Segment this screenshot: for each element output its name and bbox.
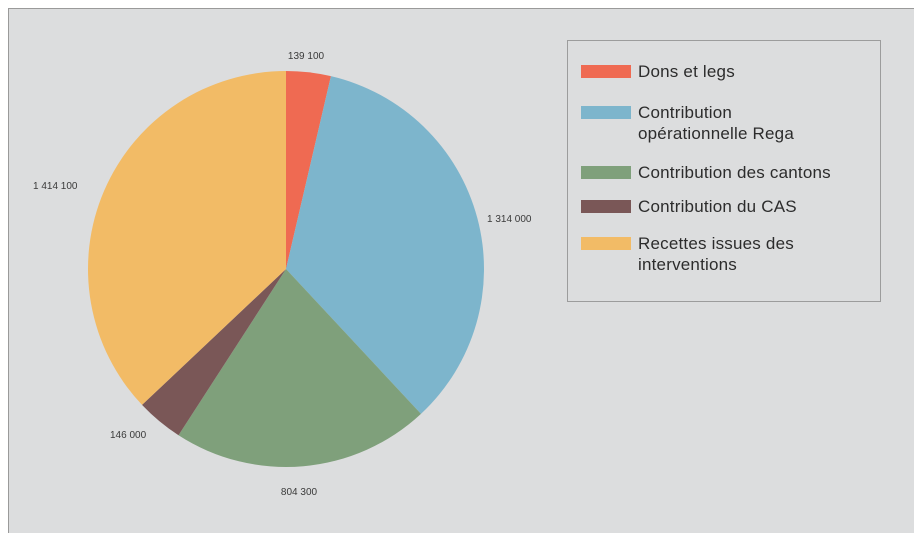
- pie-value-label-contribution-des-cantons: 804 300: [281, 487, 318, 498]
- pie-value-label-recettes-issues-des-interventions: 1 414 100: [33, 181, 78, 192]
- pie-value-label-contribution-du-cas: 146 000: [110, 430, 147, 441]
- legend-label: Contribution des cantons: [638, 163, 831, 182]
- pie-value-label-dons-et-legs: 139 100: [288, 51, 325, 62]
- legend-label: Contribution opérationnelle Rega: [638, 103, 794, 143]
- pie-slice-dons-et-legs: [286, 71, 331, 269]
- legend-label: Dons et legs: [638, 62, 735, 81]
- legend-swatch: [581, 237, 631, 250]
- legend-label: Contribution du CAS: [638, 197, 797, 216]
- legend: Dons et legs Contribution opérationnelle…: [567, 40, 881, 302]
- pie-slices: [87, 70, 484, 467]
- legend-swatch: [581, 166, 631, 179]
- pie-slice-contribution-des-cantons: [178, 269, 421, 467]
- legend-swatch: [581, 106, 631, 119]
- pie-slice-contribution-du-cas: [142, 269, 286, 436]
- pie-slice-recettes-issues-des-interventions: [87, 70, 286, 405]
- pie-value-labels: 139 100 1 314 000 804 300 146 000 1 414 100: [33, 51, 532, 498]
- pie-slice-contribution-operationnelle-rega: [286, 76, 484, 414]
- pie-value-label-contribution-operationnelle-rega: 1 314 000: [487, 214, 532, 225]
- legend-swatch: [581, 65, 631, 78]
- legend-swatch: [581, 200, 631, 213]
- legend-label: Recettes issues des interventions: [638, 234, 794, 274]
